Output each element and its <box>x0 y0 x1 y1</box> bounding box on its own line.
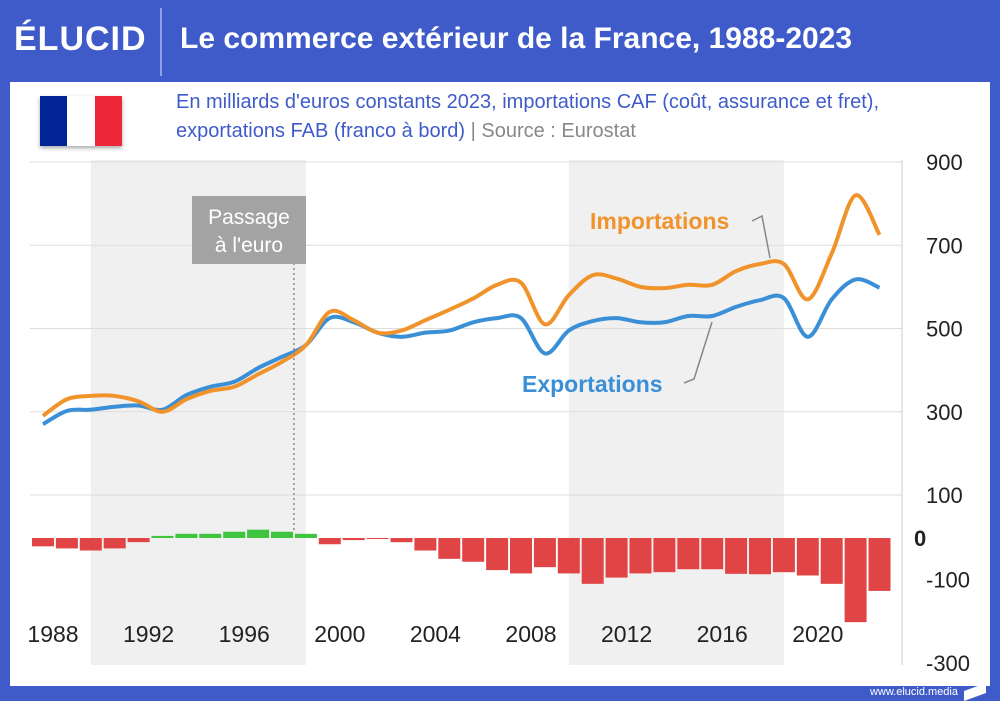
x-tick-2008: 2008 <box>505 621 556 647</box>
shaded-period-1 <box>568 160 784 665</box>
exports-leader <box>683 321 713 384</box>
x-tick-2016: 2016 <box>697 621 748 647</box>
balance-bar-1988 <box>32 538 54 547</box>
y-tick-0: 0 <box>914 526 926 551</box>
balance-bar-2010 <box>557 538 580 574</box>
x-tick-1992: 1992 <box>123 621 174 647</box>
balance-bar-1995 <box>199 533 222 538</box>
balance-bar-2020 <box>796 538 819 576</box>
balance-bar-2002 <box>366 538 389 539</box>
balance-bar-2008 <box>510 538 532 574</box>
balance-bar-2009 <box>533 538 556 568</box>
logo-separator <box>160 8 162 76</box>
flag-white-stripe <box>67 96 95 146</box>
balance-bar-1997 <box>247 529 270 538</box>
chart-subtitle: En milliards d'euros constants 2023, imp… <box>176 88 986 146</box>
balance-bar-2005 <box>438 538 461 559</box>
balance-bar-2006 <box>462 538 485 562</box>
x-tick-1988: 1988 <box>27 621 78 647</box>
balance-bar-2011 <box>581 538 604 584</box>
elucid-logo[interactable]: ÉLUCID <box>14 20 147 58</box>
subtitle-separator: | <box>470 120 476 142</box>
x-tick-2000: 2000 <box>314 621 365 647</box>
exports-label: Exportations <box>522 371 663 397</box>
balance-bar-1989 <box>55 538 78 549</box>
imports-label: Importations <box>590 208 729 234</box>
subtitle-source: Source : Eurostat <box>481 120 636 142</box>
balance-bar-2001 <box>342 538 365 541</box>
balance-bar-1999 <box>294 533 317 538</box>
france-flag-icon <box>40 96 122 146</box>
balance-bar-1996 <box>223 531 246 538</box>
balance-bar-2014 <box>653 538 676 573</box>
flag-red-stripe <box>94 96 122 146</box>
balance-bar-2015 <box>677 538 700 570</box>
subtitle-text: En milliards d'euros constants 2023, imp… <box>176 91 880 142</box>
y-tick-700: 700 <box>926 233 963 258</box>
exports-line <box>41 277 881 426</box>
y-tick-300: 300 <box>926 400 963 425</box>
balance-bar-2022 <box>844 538 867 623</box>
balance-bar-1994 <box>175 533 198 538</box>
header: ÉLUCID Le commerce extérieur de la Franc… <box>0 0 1000 82</box>
y-tick-500: 500 <box>926 317 963 342</box>
balance-bar-2000 <box>318 538 341 545</box>
euro-label-box <box>192 196 306 264</box>
imports-leader <box>751 214 771 259</box>
balance-bar-2003 <box>390 538 413 543</box>
y-tick--300: -300 <box>926 651 970 676</box>
euro-label-line1: Passage <box>208 206 290 229</box>
balance-bar-2018 <box>749 538 771 575</box>
x-tick-2004: 2004 <box>410 621 461 647</box>
flag-blue-stripe <box>40 96 68 146</box>
x-tick-2012: 2012 <box>601 621 652 647</box>
euro-label-line2: à l'euro <box>215 234 283 257</box>
y-tick--100: -100 <box>926 568 970 593</box>
balance-bar-2023 <box>868 538 891 591</box>
balance-bar-2016 <box>701 538 724 570</box>
balance-bar-2012 <box>605 538 628 578</box>
balance-bar-2017 <box>725 538 748 574</box>
y-tick-900: 900 <box>926 150 963 175</box>
footer-url[interactable]: www.elucid.media <box>869 686 958 698</box>
imports-line <box>41 193 882 418</box>
balance-bar-2004 <box>414 538 437 551</box>
balance-bar-2007 <box>486 538 509 571</box>
balance-bar-1993 <box>151 535 174 538</box>
balance-bar-1998 <box>271 531 293 538</box>
balance-bar-2013 <box>629 538 652 574</box>
x-tick-2020: 2020 <box>792 621 843 647</box>
balance-bar-1991 <box>103 538 126 549</box>
x-tick-1996: 1996 <box>219 621 270 647</box>
balance-bar-2021 <box>820 538 843 584</box>
balance-bar-1992 <box>127 538 150 543</box>
balance-bar-1990 <box>79 538 102 551</box>
page-title: Le commerce extérieur de la France, 1988… <box>180 22 853 55</box>
balance-bar-2019 <box>772 538 795 573</box>
y-tick-100: 100 <box>926 483 963 508</box>
